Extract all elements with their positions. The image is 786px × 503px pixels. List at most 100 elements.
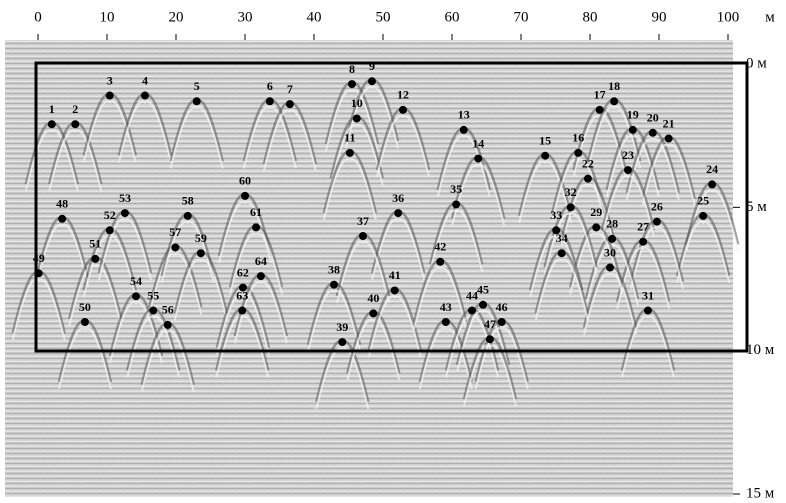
point-label: 33: [550, 208, 562, 222]
point: [649, 129, 657, 137]
point-label: 15: [539, 133, 551, 147]
point: [442, 318, 450, 326]
point-label: 29: [590, 205, 602, 219]
x-tick-label: 40: [307, 9, 322, 25]
point-label: 51: [89, 237, 101, 251]
x-tick-label: 90: [652, 9, 667, 25]
point: [346, 149, 354, 157]
point: [624, 166, 632, 174]
point-label: 21: [663, 116, 675, 130]
point-label: 14: [472, 136, 484, 150]
point-label: 58: [182, 194, 194, 208]
point-label: 2: [72, 102, 78, 116]
point: [35, 269, 43, 277]
point-label: 8: [349, 62, 355, 76]
point: [665, 135, 673, 143]
x-tick-label: 70: [514, 9, 529, 25]
point-label: 34: [556, 231, 568, 245]
point-label: 19: [627, 108, 639, 122]
x-tick-label: 0: [34, 9, 42, 25]
point: [91, 255, 99, 263]
x-tick-label: 30: [238, 9, 253, 25]
point-label: 52: [104, 208, 116, 222]
point-label: 49: [33, 251, 45, 265]
point-label: 9: [369, 59, 375, 73]
y-tick-label: 15 м: [746, 485, 775, 501]
point-label: 48: [56, 197, 68, 211]
point-label: 47: [484, 317, 496, 331]
point-label: 16: [572, 131, 584, 145]
point-label: 25: [697, 194, 709, 208]
point: [141, 92, 149, 100]
x-tick-label: 50: [376, 9, 391, 25]
point-label: 7: [287, 82, 293, 96]
point-label: 60: [239, 174, 251, 188]
point: [132, 292, 140, 300]
point-label: 20: [647, 111, 659, 125]
point: [596, 106, 604, 114]
point-label: 61: [250, 205, 262, 219]
point: [608, 235, 616, 243]
point: [452, 200, 460, 208]
point-label: 27: [637, 219, 649, 233]
point: [369, 309, 377, 317]
point-label: 22: [582, 156, 594, 170]
point-label: 32: [565, 185, 577, 199]
point: [193, 97, 201, 105]
point-label: 36: [392, 191, 404, 205]
point-label: 43: [440, 300, 452, 314]
point-label: 23: [622, 148, 634, 162]
point: [498, 318, 506, 326]
x-tick-label: 80: [583, 9, 598, 25]
point-label: 17: [594, 88, 606, 102]
point: [121, 209, 129, 217]
y-tick-label: 5 м: [746, 199, 767, 215]
point-label: 56: [162, 303, 174, 317]
point: [653, 218, 661, 226]
point: [241, 192, 249, 200]
point: [708, 180, 716, 188]
point: [639, 238, 647, 246]
point-label: 4: [142, 73, 148, 87]
point: [257, 272, 265, 280]
point: [338, 338, 346, 346]
point: [197, 249, 205, 257]
point: [541, 152, 549, 160]
point: [149, 307, 157, 315]
point-label: 41: [389, 268, 401, 282]
point-label: 11: [344, 131, 355, 145]
point-label: 46: [496, 300, 508, 314]
point-label: 40: [367, 291, 379, 305]
point: [330, 281, 338, 289]
point: [171, 243, 179, 251]
point-label: 45: [477, 283, 489, 297]
point: [81, 318, 89, 326]
point: [486, 335, 494, 343]
point-label: 53: [119, 191, 131, 205]
point-label: 54: [130, 274, 142, 288]
point: [353, 114, 361, 122]
point-label: 38: [328, 262, 340, 276]
point: [394, 209, 402, 217]
point-label: 6: [267, 79, 273, 93]
point-label: 57: [169, 225, 181, 239]
point: [368, 77, 376, 85]
point-label: 42: [434, 240, 446, 254]
point-label: 50: [79, 300, 91, 314]
point: [348, 80, 356, 88]
point: [286, 100, 294, 108]
point-label: 5: [194, 79, 200, 93]
point: [644, 307, 652, 315]
point-label: 39: [336, 320, 348, 334]
x-tick-label: 10: [100, 9, 115, 25]
point-label: 35: [450, 182, 462, 196]
point: [58, 215, 66, 223]
y-tick-label: 0 м: [746, 55, 767, 71]
x-tick-label: 60: [445, 9, 460, 25]
point: [359, 232, 367, 240]
point: [584, 175, 592, 183]
point-label: 64: [255, 254, 267, 268]
point-label: 59: [195, 231, 207, 245]
point: [592, 223, 600, 231]
x-unit-label: м: [765, 9, 775, 25]
